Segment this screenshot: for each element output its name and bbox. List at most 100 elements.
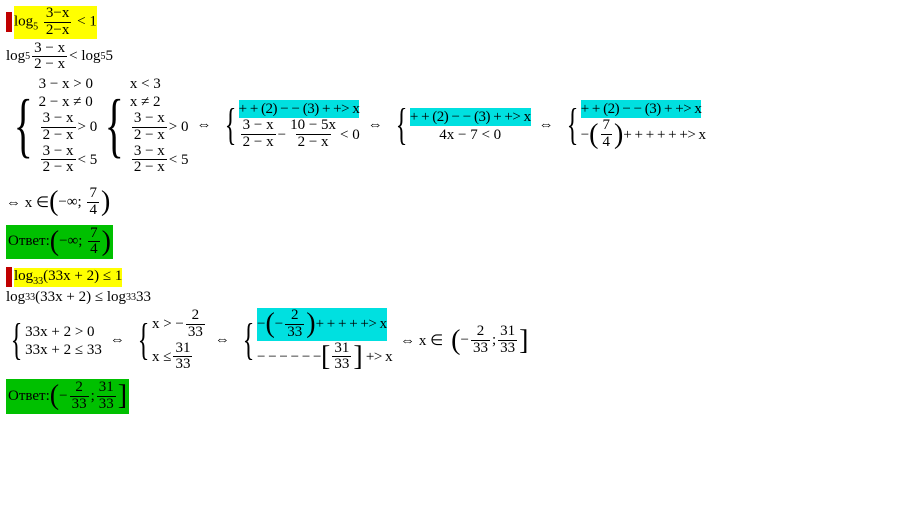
eq: x > − 233 (152, 308, 207, 341)
rel: < 5 (78, 151, 98, 169)
p1-rewrite: log5 3 − x 2 − x < log5 5 (6, 41, 893, 74)
den: 4 (88, 241, 100, 258)
brace-icon: { (224, 110, 236, 141)
eq: 4x − 7 < 0 (410, 126, 531, 144)
num: 31 (173, 341, 192, 357)
pre: − − − − − − (257, 348, 321, 366)
brace-icon: { (14, 100, 33, 150)
iff-icon: ⇔ (368, 117, 383, 134)
rhs: 33 (136, 289, 151, 306)
p1-title-row: log5 3−x 2−x < 1 (6, 6, 893, 39)
log-sub: 33 (33, 276, 43, 287)
num: 3 − x (241, 118, 276, 134)
rel: < 5 (169, 151, 189, 169)
num: 3 − x (41, 144, 76, 160)
interval: −∞; (59, 233, 86, 250)
sign-line: + + (2) − − (3) + +> x (410, 108, 531, 126)
log-text: log (6, 289, 25, 306)
sign-line: + + (2) − − (3) + +> x (581, 100, 702, 118)
minus: − (581, 126, 589, 144)
rhs: 5 (106, 48, 114, 65)
iff-icon: ⇔ (539, 117, 554, 134)
p1-answer: Ответ: ( −∞; 74 ) (6, 225, 893, 260)
den: 4 (87, 202, 99, 219)
num: 3 − x (132, 111, 167, 127)
brace-icon: { (566, 110, 578, 141)
eq: x ≤ 3133 (152, 341, 207, 374)
tail: + + + + +> x (316, 315, 387, 333)
num: 31 (97, 380, 116, 396)
brace-icon: { (396, 110, 408, 141)
p2-sysC: { − ( − 233 ) + + + + +> x − − − − − − [ (238, 308, 392, 373)
eq: x ≠ 2 (130, 93, 189, 111)
num: 7 (601, 118, 613, 134)
frac: 3 − x 2 − x (32, 41, 67, 74)
arg: (33x + 2) ≤ 1 (43, 268, 122, 284)
sign-line: + + (2) − − (3) + +> x (239, 100, 360, 118)
concl-head: ⇔ x ∈ (6, 193, 49, 212)
num: 2 (475, 324, 487, 340)
p2-answer: Ответ: ( − 233 ; 3133 ] (6, 379, 893, 414)
den: 33 (332, 356, 351, 373)
answer-box: Ответ: ( −∞; 74 ) (6, 225, 113, 260)
brace-icon: { (138, 325, 150, 356)
iff-icon: ⇔ (110, 332, 125, 349)
den: 2 − x (41, 127, 76, 144)
num: 31 (332, 341, 351, 357)
eq: 3 − x2 − x > 0 (39, 111, 98, 144)
title-frac: 3−x 2−x (44, 6, 71, 39)
p1-title: log5 3−x 2−x < 1 (14, 6, 97, 39)
pre: x ≤ (152, 348, 171, 366)
p1-sysA: { 3 − x > 0 2 − x ≠ 0 3 − x2 − x > 0 3 −… (6, 75, 97, 176)
p2-sysA: { 33x + 2 > 0 33x + 2 ≤ 33 (6, 323, 102, 359)
sign-line: − ( − 233 ) + + + + +> x (257, 308, 392, 341)
den: 33 (70, 396, 89, 413)
den: 2 − x (32, 56, 67, 73)
mid: (33x + 2) ≤ log (35, 289, 126, 306)
eq: − ( 74 ) + + + + + +> x (581, 118, 706, 151)
sign-line: + + + + + +> x (623, 126, 705, 144)
eq: 33x + 2 ≤ 33 (25, 341, 102, 359)
minus: − (257, 315, 265, 333)
den: 33 (285, 324, 304, 341)
num: 7 (87, 186, 99, 202)
p1-marker-icon (6, 12, 12, 32)
num: 2 (73, 380, 85, 396)
rel: > 0 (169, 118, 189, 136)
den: 2 − x (132, 159, 167, 176)
p1-conclusion: ⇔ x ∈ ( −∞; 74 ) (6, 186, 893, 219)
den: 2 − x (241, 134, 276, 151)
log-sub: 33 (25, 292, 35, 303)
minus: − (278, 126, 286, 144)
p1-sysE: { + + (2) − − (3) + +> x − ( 74 ) + + + … (562, 100, 706, 151)
sign-line: − − − − − − [ 3133 ] +> x (257, 341, 392, 374)
num: 7 (88, 226, 100, 242)
p1-sysB: { x < 3 x ≠ 2 3 − x2 − x > 0 3 − x2 − x … (97, 75, 188, 176)
minus: − (461, 332, 469, 349)
den: 33 (97, 396, 116, 413)
iff-icon: ⇔ (215, 332, 230, 349)
rel: < log (69, 48, 100, 65)
sep: ; (91, 388, 95, 405)
eq: 33x + 2 > 0 (25, 323, 102, 341)
num: 2 (190, 308, 202, 324)
answer-box: Ответ: ( − 233 ; 3133 ] (6, 379, 129, 414)
log-text: log (14, 268, 33, 284)
den: 33 (173, 356, 192, 373)
p2-rewrite: log33(33x + 2) ≤ log33 33 (6, 289, 893, 306)
concl-head: ⇔ x ∈ (400, 331, 443, 350)
rel: < 0 (340, 126, 360, 144)
sep: ; (492, 332, 496, 349)
p1-sysD: { + + (2) − − (3) + +> x 4x − 7 < 0 (391, 108, 531, 144)
minus: − (59, 388, 67, 405)
den: 2−x (44, 22, 71, 39)
eq: 3 − x > 0 (39, 75, 98, 93)
p2-title: log33(33x + 2) ≤ 1 (14, 268, 122, 287)
den: 2 − x (296, 134, 331, 151)
eq: 3 − x2 − x − 10 − 5x2 − x < 0 (239, 118, 360, 151)
num: 2 (289, 308, 301, 324)
p1-chain: { 3 − x > 0 2 − x ≠ 0 3 − x2 − x > 0 3 −… (6, 75, 893, 176)
rel: > 0 (78, 118, 98, 136)
den: 2 − x (132, 127, 167, 144)
pre: x > − (152, 315, 184, 333)
